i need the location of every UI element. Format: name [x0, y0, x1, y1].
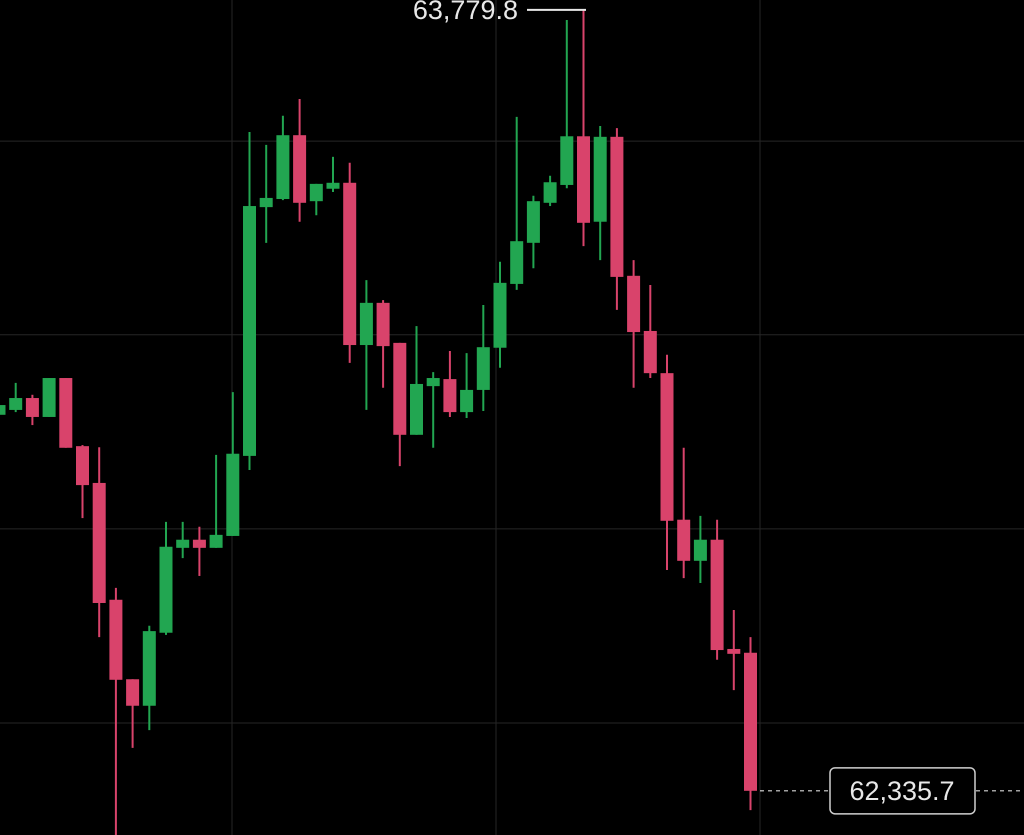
candle-body [142, 631, 156, 706]
candle-body [560, 136, 574, 185]
candle-body [126, 679, 140, 706]
candle-body [176, 539, 190, 548]
candle-body [259, 197, 273, 208]
candle-body [25, 398, 39, 417]
candle-body [276, 135, 290, 200]
candle-body [660, 373, 674, 521]
candle-body [109, 599, 123, 680]
candle-body [593, 136, 607, 222]
candle-body [426, 378, 440, 387]
candle-body [510, 241, 524, 284]
candle-body [76, 446, 89, 486]
candle-body [359, 302, 373, 346]
candle-body [410, 383, 423, 435]
candle-body [643, 330, 657, 374]
candle-body [610, 136, 624, 277]
candle-body [577, 136, 590, 223]
candle-body [476, 347, 490, 390]
candle-body [744, 652, 757, 791]
candle-body [326, 182, 340, 189]
candle-body [526, 201, 540, 243]
candle-body [209, 534, 223, 548]
candle-body [343, 182, 357, 346]
last-price-label: 62,335.7 [849, 776, 954, 806]
last-price-box [829, 767, 976, 815]
candle-body [376, 302, 390, 347]
candle-body [309, 183, 323, 202]
candle-body [92, 482, 106, 603]
candle-body [59, 378, 73, 448]
candle-body [293, 135, 307, 203]
candle-body [727, 648, 741, 654]
candle-body [0, 405, 6, 415]
high-label: 63,779.8 [413, 0, 518, 25]
candle-body [226, 453, 240, 536]
candle-body [543, 182, 557, 203]
candle-body [693, 539, 707, 561]
candle-body [393, 342, 407, 435]
candle-body [443, 379, 457, 413]
candle-body [243, 206, 256, 456]
candle-body [159, 546, 173, 633]
candle-body [627, 275, 641, 333]
candle-body [677, 519, 691, 561]
candle-body [460, 389, 474, 413]
candle-body [192, 539, 206, 548]
candle-body [42, 378, 56, 417]
candle-body [710, 539, 724, 651]
candle-body [9, 398, 23, 410]
candle-body [493, 282, 507, 348]
